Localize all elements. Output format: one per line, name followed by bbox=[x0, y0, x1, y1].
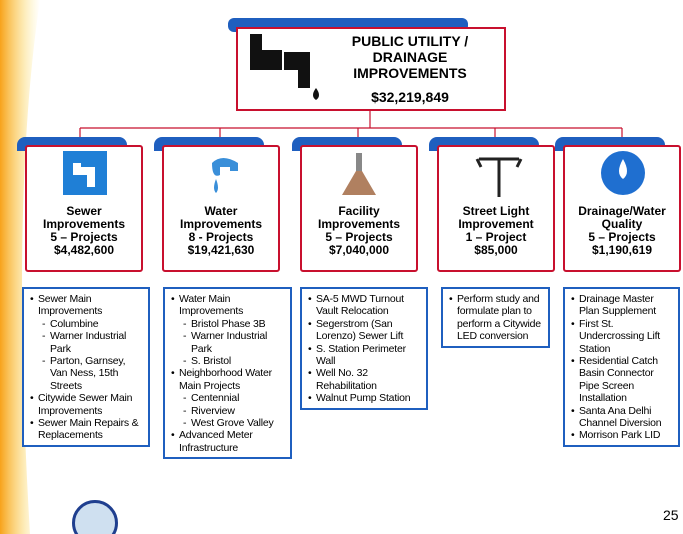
item: First St. Undercrossing Lift Station bbox=[571, 318, 675, 355]
category-count: 5 – Projects bbox=[50, 230, 118, 244]
category-icon bbox=[342, 153, 376, 195]
category-text: Street Light Improvement 1 – Project $85,0… bbox=[441, 205, 551, 257]
item: Walnut Pump Station bbox=[308, 392, 423, 405]
sub-item: Columbine bbox=[38, 318, 145, 331]
sub-item: West Grove Valley bbox=[179, 417, 287, 430]
item: Sewer Main Repairs & Replacements bbox=[30, 417, 145, 442]
detail-box: SA-5 MWD Turnout Vault RelocationSegerst… bbox=[300, 287, 428, 410]
category-box: Facility Improvements 5 – Projects $7,040,… bbox=[300, 145, 418, 272]
header-amount: $32,219,849 bbox=[371, 89, 449, 105]
category-icon bbox=[601, 151, 645, 195]
category-amount: $7,040,000 bbox=[328, 243, 390, 257]
item: Residential Catch Basin Connector Pipe S… bbox=[571, 355, 675, 405]
detail-box: Drainage Master Plan SupplementFirst St.… bbox=[563, 287, 680, 447]
detail-box: Perform study and formulate plan to perf… bbox=[441, 287, 550, 348]
item: Well No. 32 Rehabilitation bbox=[308, 367, 423, 392]
category-amount: $4,482,600 bbox=[53, 243, 115, 257]
category-box: Water Improvements 8 - Projects $19,421,63… bbox=[162, 145, 280, 272]
category-text: Drainage/Water Quality 5 – Projects $1,190… bbox=[567, 205, 677, 257]
category-count: 8 - Projects bbox=[188, 230, 254, 244]
category-amount: $1,190,619 bbox=[591, 243, 653, 257]
sub-item: Bristol Phase 3B bbox=[179, 318, 287, 331]
category-box: Street Light Improvement 1 – Project $85,0… bbox=[437, 145, 555, 272]
page-number: 25 bbox=[663, 507, 679, 523]
item: Drainage Master Plan Supplement bbox=[571, 293, 675, 318]
item: Advanced Meter Infrastructure bbox=[171, 429, 287, 454]
item: SA-5 MWD Turnout Vault Relocation bbox=[308, 293, 423, 318]
item: Morrison Park LID bbox=[571, 429, 675, 442]
category-text: Water Improvements 8 - Projects $19,421,63… bbox=[166, 205, 276, 257]
sub-item: S. Bristol bbox=[179, 355, 287, 368]
header-title: PUBLIC UTILITY / DRAINAGE IMPROVEMENTS bbox=[351, 33, 469, 81]
category-icon bbox=[212, 158, 238, 193]
item: Water Main Improvements bbox=[171, 293, 287, 318]
item: Segerstrom (San Lorenzo) Sewer Lift bbox=[308, 318, 423, 343]
category-icon bbox=[475, 157, 523, 197]
category-text: Sewer Improvements 5 – Projects $4,482,600 bbox=[29, 205, 139, 257]
category-title: Drainage/Water Quality bbox=[578, 204, 666, 231]
item: Sewer Main Improvements bbox=[30, 293, 145, 318]
sub-item: Warner Industrial Park bbox=[179, 330, 287, 355]
category-title: Street Light Improvement bbox=[458, 204, 534, 231]
category-text: Facility Improvements 5 – Projects $7,040,… bbox=[304, 205, 414, 257]
sub-item: Parton, Garnsey, Van Ness, 15th Streets bbox=[38, 355, 145, 392]
item: Citywide Sewer Main Improvements bbox=[30, 392, 145, 417]
sub-item: Riverview bbox=[179, 405, 287, 418]
item: Neighborhood Water Main Projects bbox=[171, 367, 287, 392]
category-amount: $85,000 bbox=[474, 243, 518, 257]
category-count: 5 – Projects bbox=[325, 230, 393, 244]
item-list: Water Main ImprovementsBristol Phase 3BW… bbox=[169, 293, 287, 454]
detail-box: Water Main ImprovementsBristol Phase 3BW… bbox=[163, 287, 292, 460]
detail-box: Sewer Main ImprovementsColumbineWarner I… bbox=[22, 287, 150, 447]
category-count: 1 – Project bbox=[465, 230, 527, 244]
category-amount: $19,421,630 bbox=[187, 243, 255, 257]
item-list: Perform study and formulate plan to perf… bbox=[447, 293, 545, 343]
category-box: Drainage/Water Quality 5 – Projects $1,190… bbox=[563, 145, 681, 272]
category-title: Water Improvements bbox=[179, 204, 263, 231]
sub-item: Centennial bbox=[179, 392, 287, 405]
item-list: Drainage Master Plan SupplementFirst St.… bbox=[569, 293, 675, 442]
category-icon bbox=[63, 151, 107, 195]
category-title: Facility Improvements bbox=[317, 204, 401, 231]
item-list: Sewer Main ImprovementsColumbineWarner I… bbox=[28, 293, 145, 442]
item-list: SA-5 MWD Turnout Vault RelocationSegerst… bbox=[306, 293, 423, 405]
category-box: Sewer Improvements 5 – Projects $4,482,600 bbox=[25, 145, 143, 272]
seal bbox=[72, 500, 118, 534]
item: Perform study and formulate plan to perf… bbox=[449, 293, 545, 343]
category-title: Sewer Improvements bbox=[42, 204, 126, 231]
category-count: 5 – Projects bbox=[588, 230, 656, 244]
sub-item: Warner Industrial Park bbox=[38, 330, 145, 355]
connectors bbox=[79, 110, 623, 145]
swoosh bbox=[0, 0, 40, 534]
item: Santa Ana Delhi Channel Diversion bbox=[571, 405, 675, 430]
pipe-icon bbox=[250, 34, 319, 100]
item: S. Station Perimeter Wall bbox=[308, 343, 423, 368]
